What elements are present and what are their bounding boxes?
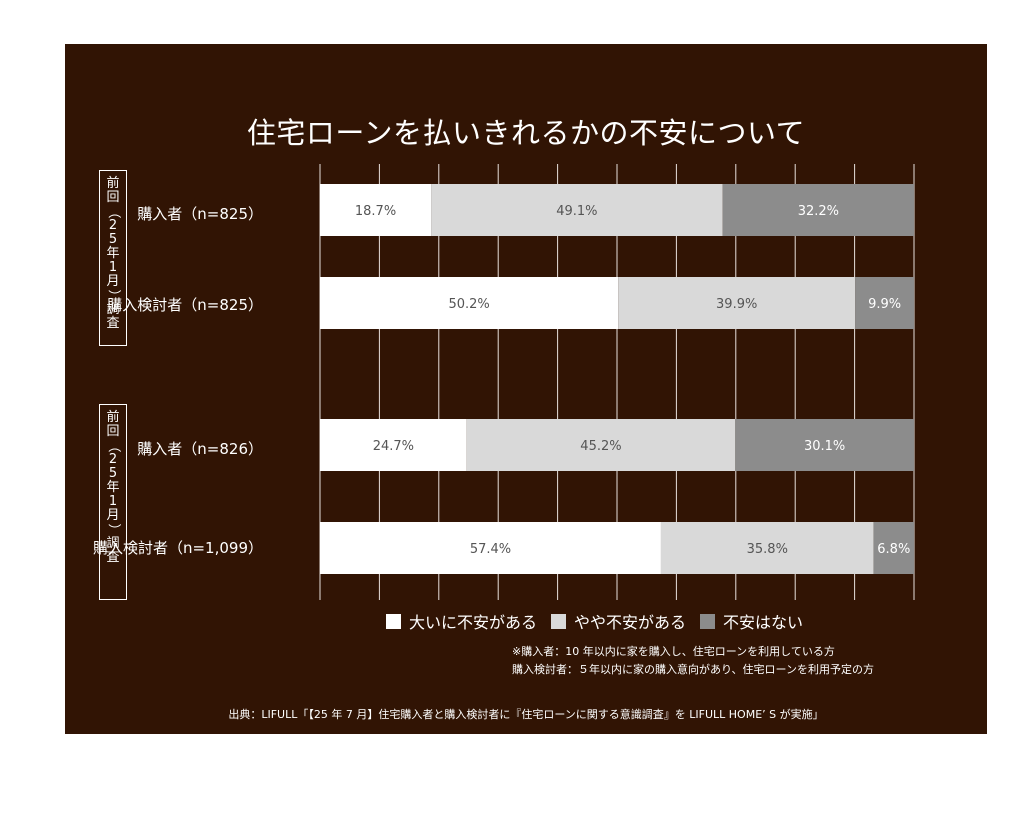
legend-item-very-anxious: 大いに不安がある [386, 609, 537, 633]
row-label-buyer-prev: 購入者（n=825） [137, 205, 263, 223]
legend-label-somewhat-anxious: やや不安がある [574, 613, 687, 632]
bar-segment [873, 522, 914, 574]
bar-data-label: 49.1% [556, 204, 597, 219]
bar-segment [431, 184, 723, 236]
bar-data-label: 6.8% [877, 542, 910, 557]
row-label-buyer-current: 購入者（n=826） [137, 440, 263, 458]
group-label-char: 前 [106, 410, 120, 425]
footnote-considering: 購入検討者：５年以内に家の購入意向があり、住宅ローンを利用予定の方 [512, 663, 875, 676]
group-label-char: 月 [106, 274, 120, 289]
legend-swatch-not-anxious [700, 613, 716, 629]
group-label-char: 査 [106, 550, 120, 565]
chart-plot: 18.7% 49.1% 32.2% 50.2% 39.9% 9.9% 24.7% 45.2% 3… [319, 164, 915, 600]
group-label-char: 前 [106, 176, 120, 191]
bar-data-label: 50.2% [448, 297, 489, 312]
bar-data-label: 18.7% [355, 204, 396, 219]
bar-segment [735, 419, 914, 471]
group-label-char: 年 [106, 246, 120, 261]
legend-swatch-very-anxious [386, 613, 401, 629]
row-label-considering-prev: 購入検討者（n=825） [107, 296, 263, 314]
legend-swatch-somewhat-anxious [551, 613, 567, 629]
group-label-char: 年 [106, 480, 120, 495]
group-label-char: 月 [106, 508, 120, 523]
group-label-char: 5 [108, 466, 118, 481]
group-label-char: 2 [108, 218, 118, 233]
bar-segment [320, 522, 661, 574]
bar-data-label: 9.9% [868, 297, 901, 312]
group-label-char: 回 [106, 424, 120, 439]
chart-legend: 大いに不安がある やや不安がある 不安はない [386, 609, 817, 633]
bar-segment [320, 419, 467, 471]
bar-segment [320, 184, 432, 236]
legend-item-somewhat-anxious: やや不安がある [551, 609, 686, 633]
bar-data-label: 35.8% [747, 542, 788, 557]
group-label-char: 調 [106, 302, 120, 317]
bar-segment [855, 277, 914, 329]
group-label-char: 査 [106, 316, 120, 331]
group-label-char: 2 [108, 452, 118, 467]
bar-data-label: 39.9% [716, 297, 757, 312]
group-label-previous-2: 前回（2 5 年 1 月）調査 [99, 404, 127, 600]
bar-data-label: 32.2% [798, 204, 839, 219]
legend-item-not-anxious: 不安はない [700, 609, 803, 633]
group-label-char: （ [106, 205, 121, 219]
bar-data-label: 30.1% [804, 439, 845, 454]
bar-segment [466, 419, 736, 471]
group-label-char: 調 [106, 536, 120, 551]
legend-label-not-anxious: 不安はない [723, 613, 804, 632]
bar-data-label: 45.2% [580, 439, 621, 454]
bar-segment [618, 277, 856, 329]
group-label-previous-1: 前回（2 5 年 1 月）調査 [99, 170, 127, 346]
group-label-char: 1 [108, 494, 118, 509]
group-label-char: （ [106, 439, 121, 453]
bar-segment [722, 184, 914, 236]
chart-panel: 住宅ローンを払いきれるかの不安について 18.7% 49.1% 32.2% 50.2%… [65, 44, 987, 734]
bar-data-label: 24.7% [373, 439, 414, 454]
legend-label-very-anxious: 大いに不安がある [409, 613, 538, 632]
chart-title: 住宅ローンを払いきれるかの不安について [246, 116, 806, 150]
row-label-considering-current: 購入検討者（n=1,099） [92, 539, 263, 557]
group-label-char: 回 [106, 190, 120, 205]
bar-data-label: 57.4% [470, 542, 511, 557]
source-citation: 出典：LIFULL「【25 年 7 月】住宅購入者と購入検討者に『住宅ローンに関… [228, 708, 824, 721]
footnote-buyer: ※購入者：10 年以内に家を購入し、住宅ローンを利用している方 [512, 645, 835, 658]
bar-segment [660, 522, 874, 574]
group-label-char: 5 [108, 232, 118, 247]
group-label-char: 1 [108, 260, 118, 275]
bar-segment [320, 277, 619, 329]
